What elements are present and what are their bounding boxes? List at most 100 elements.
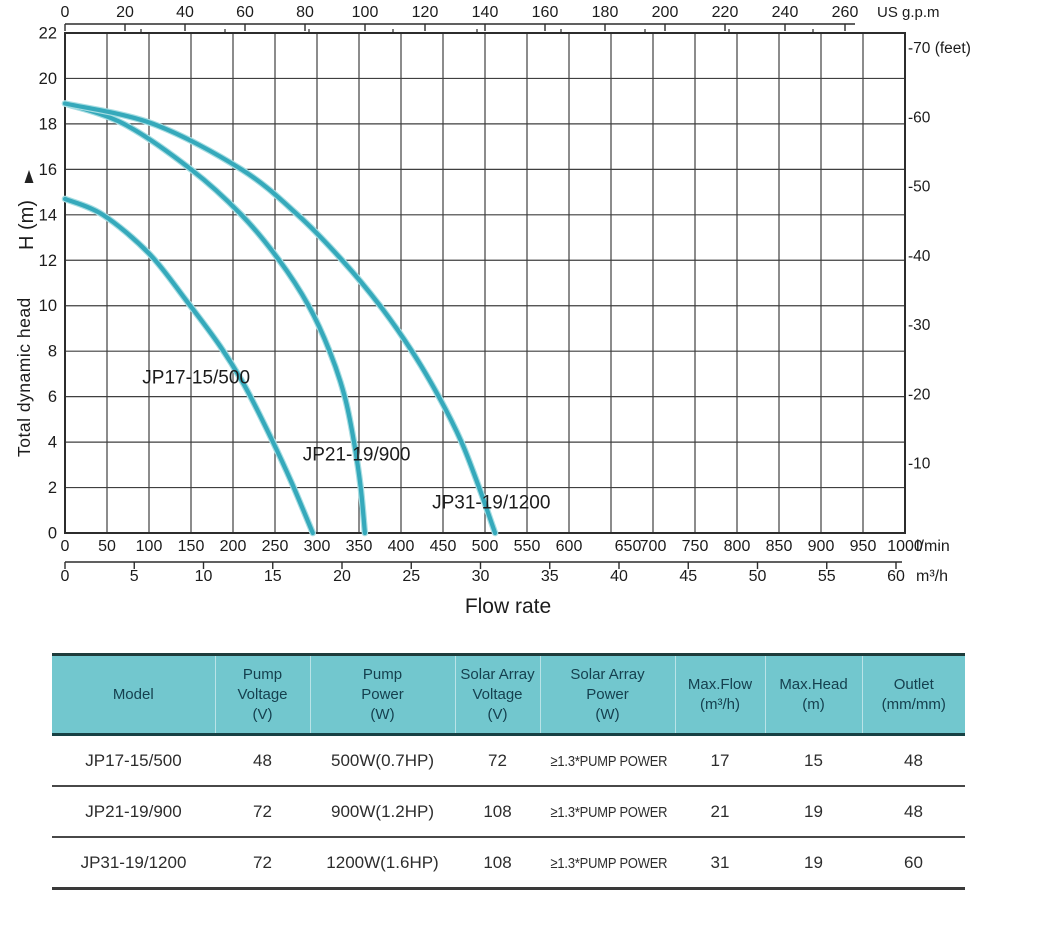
right-axis-tick-label: -30 [908,317,931,334]
table-cell: 48 [862,734,965,788]
right-axis-tick-label: -50 [908,179,931,196]
table-cell-value: 1200W(1.6HP) [326,852,439,872]
table-cell-value: JP21-19/900 [85,801,182,821]
right-axis-tick-label: -10 [908,456,931,473]
table-cell: 500W(0.7HP) [310,734,455,788]
bottom-axis-lmin-label: 1000 [887,538,923,555]
top-axis-tick-label: 100 [352,4,379,21]
top-axis-tick-label: 0 [61,4,70,21]
table-cell-value: 19 [804,852,823,872]
left-axis-tick-label: 16 [39,161,57,179]
table-cell: 21 [675,786,765,839]
m3h-axis-tick-label: 15 [264,568,282,585]
bottom-axis-lmin-label: 350 [346,538,373,555]
table-row: JP17-15/500 48 500W(0.7HP) 72 ≥1.3*PUMP POWE… [52,734,965,788]
table-cell-value: 500W(0.7HP) [331,750,434,770]
table-cell: 17 [675,734,765,788]
top-axis-tick-label: 80 [296,4,314,21]
column-header: Pump Power (W) [309,654,455,735]
left-axis-tick-label: 4 [48,434,57,452]
table-cell: 31 [675,837,765,891]
column-header-line: (m) [802,695,825,713]
column-header-line: (V) [252,705,273,723]
column-header-line: Pump [362,666,403,683]
table-row: JP31-19/1200 72 1200W(1.6HP) 108 ≥1.3*PUMP P… [52,837,965,891]
column-header: Pump Voltage (V) [214,654,310,735]
curve-label-JP31-19/1200: JP31-19/1200 [432,492,550,513]
bottom-axis-lmin-label: 500 [472,538,499,555]
table-cell-value: 72 [253,852,272,872]
pump-curve-halo-JP17-15/500 [61,195,317,537]
table-cell: JP21-19/900 [52,786,215,839]
table-cell-value: 15 [804,750,823,770]
top-axis-tick-label: 20 [116,4,134,21]
table-cell: 72 [455,734,540,788]
pump-spec-table-wrap: Model Pump Voltage (V) Pump Power (W) Solar Arr… [52,653,965,891]
bottom-axis-lmin-label: 850 [766,538,793,555]
table-cell-value: 21 [710,801,730,821]
pump-curve-JP21-19/900 [62,101,367,536]
column-header: Model [52,655,215,735]
y-axis-title-symbol: H (m) [16,200,38,250]
curve-label-JP17-15/500: JP17-15/500 [142,367,250,388]
table-cell-value: 17 [710,750,730,770]
bottom-axis-lmin-label: 450 [430,538,457,555]
m3h-axis-tick-label: 25 [402,568,420,585]
table-cell-value: ≥1.3*PUMP POWER [550,854,668,872]
table-cell-value: 60 [904,852,923,872]
column-header-line: Model [112,685,154,703]
m3h-axis-tick-label: 20 [333,568,351,585]
bottom-axis-lmin-label: 600 [556,538,583,555]
column-header: Max.Flow (m³/h) [674,654,765,735]
m3h-axis-tick-label: 45 [679,568,697,585]
table-cell: 15 [765,734,862,788]
table-cell: 48 [862,786,965,839]
bottom-axis-lmin-label: 150 [178,538,205,555]
pump-curve-JP31-19/1200 [62,101,498,536]
x-axis-title: Flow rate [465,595,551,618]
table-cell-value: 108 [483,801,512,821]
top-axis-tick-label: 180 [592,4,619,21]
column-header-line: Max.Flow [687,675,753,693]
column-header-line: Power [361,685,404,703]
top-axis-tick-label: 140 [472,4,499,21]
pump-curve-halo-JP31-19/1200 [61,100,499,537]
m3h-axis-tick-label: 55 [818,568,836,585]
column-header-line: Solar Array [570,666,645,683]
table-cell-value: 900W(1.2HP) [331,801,434,821]
top-axis-tick-label: 220 [712,4,739,21]
top-axis-tick-label: 60 [236,4,254,21]
plot-border [64,32,906,534]
top-axis-tick-label: 120 [412,4,439,21]
table-cell: 1200W(1.6HP) [310,837,455,891]
table-cell: 19 [765,837,862,891]
left-axis-tick-label: 14 [39,206,57,224]
y-axis-title: Total dynamic head [14,297,34,457]
left-axis-tick-label: 0 [48,525,57,543]
table-cell-value: 19 [804,801,823,821]
column-header-line: (m³/h) [700,695,740,713]
m3h-axis-tick-label: 50 [749,568,767,585]
left-axis-tick-label: 20 [39,70,57,88]
table-cell: 72 [215,786,310,839]
bottom-axis-lmin-label: 700 [640,538,667,555]
table-cell-value: 48 [253,750,272,770]
right-axis-tick-label: -40 [908,248,931,265]
top-axis-unit-label: US g.p.m [877,4,940,21]
bottom-axis-lmin-label: 550 [514,538,541,555]
table-cell: ≥1.3*PUMP POWER [540,734,675,788]
left-axis-tick-label: 22 [39,25,57,43]
top-axis-tick-label: 40 [176,4,194,21]
column-header-line: Solar Array [460,666,535,683]
left-axis-tick-label: 6 [48,388,57,406]
left-axis-tick-label: 2 [48,479,57,497]
bottom-axis-lmin-unit: l/min [916,538,950,555]
table-cell-value: 31 [710,852,730,872]
table-cell: JP17-15/500 [52,734,215,788]
table-cell: 108 [455,786,540,839]
table-cell: ≥1.3*PUMP POWER [540,837,675,891]
right-axis-tick-label: -20 [908,386,931,403]
bottom-axis-lmin-label: 950 [850,538,877,555]
table-cell: 19 [765,786,862,839]
